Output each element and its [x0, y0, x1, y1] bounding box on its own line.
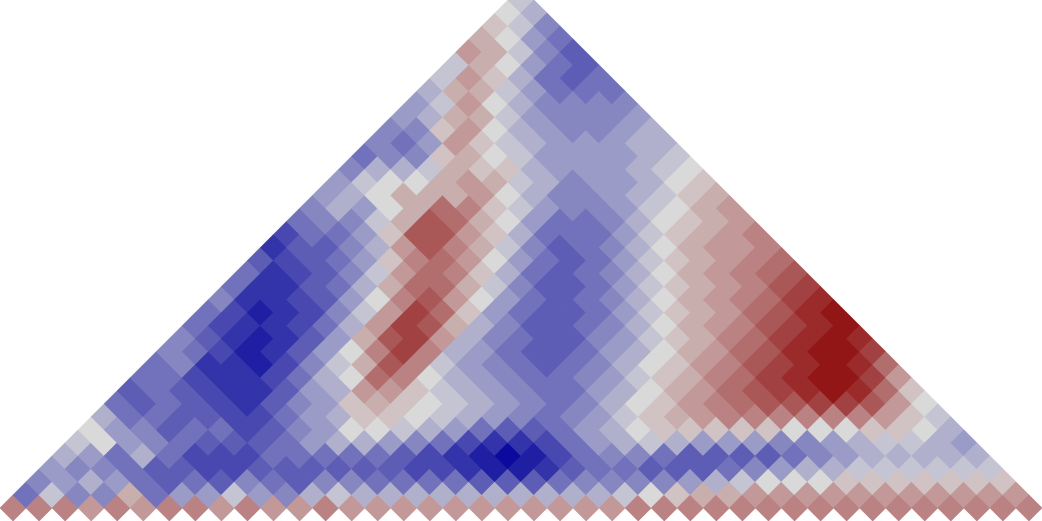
heatmap-cell [1015, 494, 1042, 521]
